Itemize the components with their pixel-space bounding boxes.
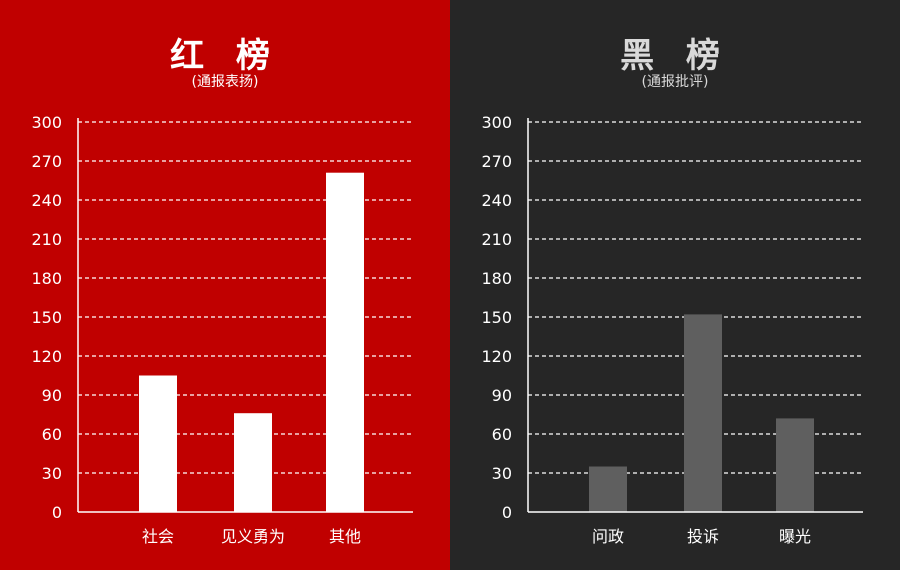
black-list-bar-chart: 0 30 60 90 120 150 180 210 240 270 300 问政 投诉 曝光 (481, 113, 863, 546)
y-tick-label: 270 (481, 152, 512, 171)
y-tick-label: 270 (31, 152, 62, 171)
bar-1 (589, 466, 627, 512)
red-list-subtitle: (通报表扬) (191, 74, 259, 90)
y-tick-label: 210 (481, 230, 512, 249)
y-tick-label: 120 (481, 347, 512, 366)
y-tick-label: 300 (481, 113, 512, 132)
y-tick-label: 240 (481, 191, 512, 210)
y-tick-label: 240 (31, 191, 62, 210)
red-list-bar-chart: 0 30 60 90 120 150 180 210 240 270 300 社会 见义勇为 其他 (31, 113, 413, 546)
y-tick-label: 30 (42, 464, 62, 483)
red-list-panel: 红 榜 (通报表扬) 0 30 60 90 120 150 180 210 240 270 300 社… (0, 0, 450, 570)
y-tick-label: 0 (52, 503, 62, 522)
y-tick-label: 0 (502, 503, 512, 522)
x-category-label: 社会 (142, 527, 174, 546)
bar-3 (776, 418, 814, 512)
y-tick-label: 300 (31, 113, 62, 132)
bar-2 (234, 413, 272, 512)
bar-1 (139, 375, 177, 512)
y-tick-label: 90 (492, 386, 512, 405)
x-category-label: 问政 (592, 527, 624, 546)
bar-3 (326, 172, 364, 512)
bar-2 (684, 314, 722, 512)
y-tick-label: 120 (31, 347, 62, 366)
y-tick-label: 30 (492, 464, 512, 483)
y-tick-label: 60 (42, 425, 62, 444)
y-tick-label: 180 (481, 269, 512, 288)
black-list-panel: 黑 榜 (通报批评) 0 30 60 90 120 150 180 210 240 270 300 问… (450, 0, 900, 570)
y-tick-label: 60 (492, 425, 512, 444)
black-list-title: 黑 榜 (620, 36, 730, 76)
y-tick-label: 150 (31, 308, 62, 327)
x-category-label: 见义勇为 (221, 527, 285, 546)
red-list-title: 红 榜 (170, 36, 280, 76)
x-category-label: 投诉 (687, 527, 719, 546)
black-list-subtitle: (通报批评) (641, 74, 709, 90)
y-tick-label: 150 (481, 308, 512, 327)
x-category-label: 其他 (329, 527, 361, 546)
x-category-label: 曝光 (779, 527, 811, 546)
y-tick-label: 90 (42, 386, 62, 405)
y-tick-label: 180 (31, 269, 62, 288)
y-tick-label: 210 (31, 230, 62, 249)
